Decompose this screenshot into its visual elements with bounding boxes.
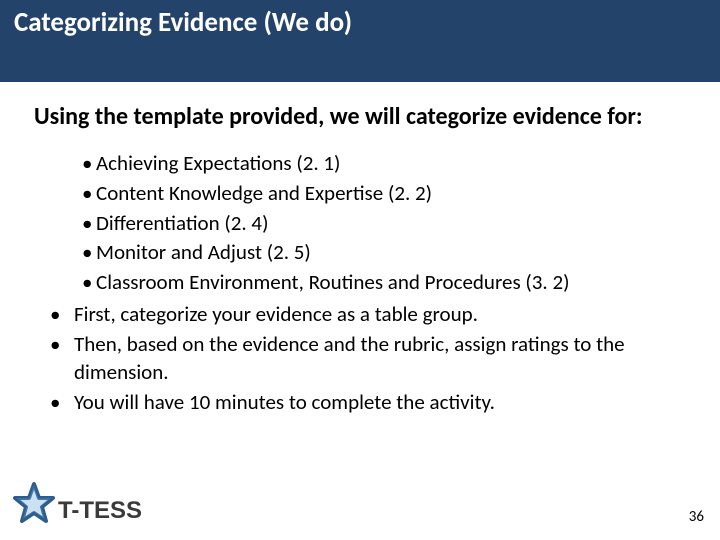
sub-bullet-text: Achieving Expectations (2. 1) <box>96 150 340 176</box>
slide-title: Categorizing Evidence (We do) <box>14 6 706 39</box>
slide: Categorizing Evidence (We do) Using the … <box>0 0 720 540</box>
sub-bullet-item: •Differentiation (2. 4) <box>82 209 688 239</box>
sub-bullet-text: Monitor and Adjust (2. 5) <box>96 239 311 265</box>
sub-bullet-text: Classroom Environment, Routines and Proc… <box>96 269 570 295</box>
sub-bullet-text: Differentiation (2. 4) <box>96 210 268 236</box>
ttess-logo: T-TESS <box>12 480 152 534</box>
star-icon: T-TESS <box>12 480 152 534</box>
main-bullet-item: •You will have 10 minutes to complete th… <box>44 388 688 416</box>
lead-text: Using the template provided, we will cat… <box>34 104 688 131</box>
sub-bullet-text: Content Knowledge and Expertise (2. 2) <box>96 180 432 206</box>
sub-bullet-item: •Monitor and Adjust (2. 5) <box>82 238 688 268</box>
logo-text: T-TESS <box>58 497 142 524</box>
main-bullet-item: •Then, based on the evidence and the rub… <box>44 330 688 386</box>
main-bullet-text: First, categorize your evidence as a tab… <box>74 301 478 327</box>
sub-bullet-item: •Achieving Expectations (2. 1) <box>82 149 688 179</box>
main-bullet-text: Then, based on the evidence and the rubr… <box>74 331 625 385</box>
sub-bullet-list: •Achieving Expectations (2. 1) •Content … <box>82 149 688 298</box>
content-area: Using the template provided, we will cat… <box>34 104 688 418</box>
main-bullet-text: You will have 10 minutes to complete the… <box>74 389 495 415</box>
sub-bullet-item: •Content Knowledge and Expertise (2. 2) <box>82 179 688 209</box>
sub-bullet-item: •Classroom Environment, Routines and Pro… <box>82 268 688 298</box>
title-bar: Categorizing Evidence (We do) <box>0 0 720 82</box>
main-bullet-item: •First, categorize your evidence as a ta… <box>44 300 688 328</box>
page-number: 36 <box>689 508 704 526</box>
main-bullet-list: •First, categorize your evidence as a ta… <box>34 300 688 417</box>
